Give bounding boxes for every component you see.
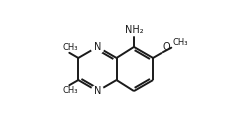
Text: N: N	[94, 42, 101, 52]
Text: CH₃: CH₃	[172, 38, 188, 47]
Text: O: O	[162, 43, 170, 52]
Text: CH₃: CH₃	[62, 86, 78, 95]
Text: NH₂: NH₂	[125, 25, 143, 35]
Text: N: N	[94, 86, 101, 96]
Text: CH₃: CH₃	[62, 43, 78, 52]
